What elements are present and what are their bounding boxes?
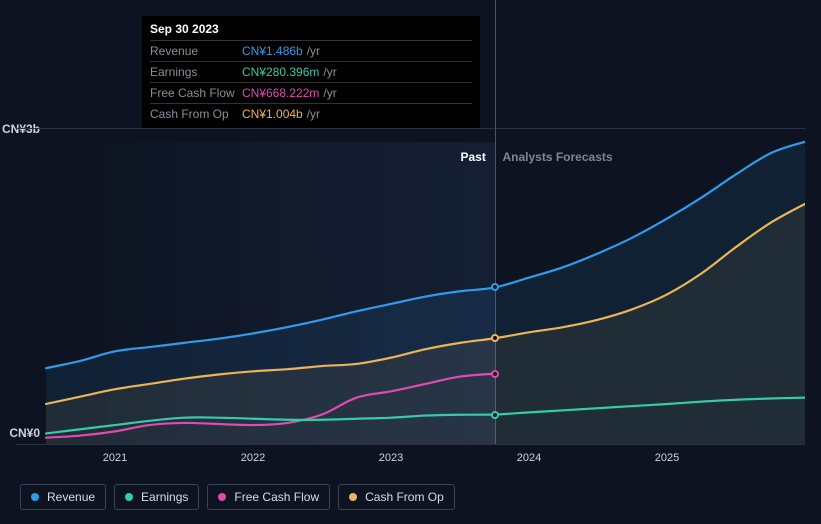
chart-tooltip: Sep 30 2023 RevenueCN¥1.486b/yrEarningsC… xyxy=(142,16,480,128)
legend-label: Cash From Op xyxy=(365,490,444,504)
tooltip-row-value: CN¥1.004b xyxy=(242,107,303,121)
chart-area: CN¥3bCN¥0 Past Analysts Forecasts 202120… xyxy=(16,128,805,484)
series-marker xyxy=(491,411,499,419)
tooltip-row-label: Cash From Op xyxy=(150,107,242,121)
x-axis-tick: 2024 xyxy=(517,452,541,464)
tooltip-row-label: Earnings xyxy=(150,65,242,79)
series-marker xyxy=(491,283,499,291)
series-marker xyxy=(491,370,499,378)
x-axis-tick: 2025 xyxy=(655,452,679,464)
tooltip-row-value: CN¥668.222m xyxy=(242,86,319,100)
tooltip-row-unit: /yr xyxy=(323,65,336,79)
tooltip-row-value: CN¥280.396m xyxy=(242,65,319,79)
x-axis-tick: 2023 xyxy=(379,452,403,464)
tooltip-row-unit: /yr xyxy=(323,86,336,100)
tooltip-row-label: Free Cash Flow xyxy=(150,86,242,100)
x-axis-tick: 2021 xyxy=(103,452,127,464)
legend-swatch xyxy=(349,493,357,501)
tooltip-row-unit: /yr xyxy=(307,44,320,58)
legend-swatch xyxy=(125,493,133,501)
legend-swatch xyxy=(218,493,226,501)
legend-label: Earnings xyxy=(141,490,188,504)
tooltip-row: EarningsCN¥280.396m/yr xyxy=(150,61,472,82)
series-marker xyxy=(491,334,499,342)
tooltip-row-value: CN¥1.486b xyxy=(242,44,303,58)
legend-label: Revenue xyxy=(47,490,95,504)
legend-swatch xyxy=(31,493,39,501)
tooltip-row-unit: /yr xyxy=(307,107,320,121)
chart-legend: Revenue Earnings Free Cash Flow Cash From O… xyxy=(20,484,455,510)
legend-item[interactable]: Free Cash Flow xyxy=(207,484,330,510)
chart-plot xyxy=(16,128,805,444)
tooltip-row-label: Revenue xyxy=(150,44,242,58)
legend-label: Free Cash Flow xyxy=(234,490,319,504)
legend-item[interactable]: Earnings xyxy=(114,484,199,510)
tooltip-row: RevenueCN¥1.486b/yr xyxy=(150,40,472,61)
tooltip-row: Cash From OpCN¥1.004b/yr xyxy=(150,103,472,124)
tooltip-date: Sep 30 2023 xyxy=(150,22,472,40)
x-axis-tick: 2022 xyxy=(241,452,265,464)
gridline xyxy=(16,444,805,445)
legend-item[interactable]: Revenue xyxy=(20,484,106,510)
legend-item[interactable]: Cash From Op xyxy=(338,484,455,510)
tooltip-row: Free Cash FlowCN¥668.222m/yr xyxy=(150,82,472,103)
